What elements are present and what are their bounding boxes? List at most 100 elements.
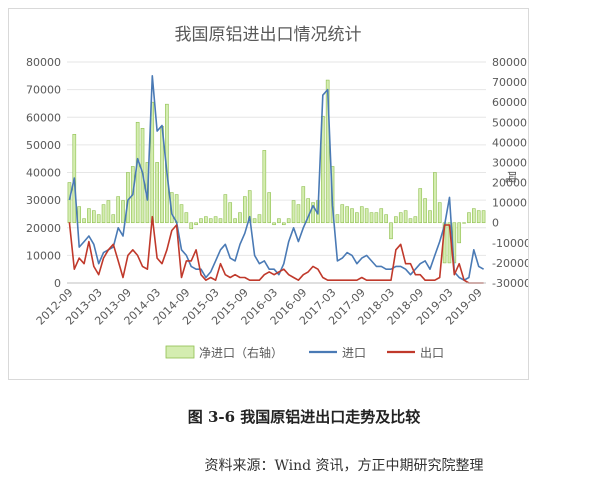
net-import-bar [335,214,340,224]
net-import-bar [87,208,91,224]
net-import-bar [296,204,301,224]
net-import-bar [126,172,130,224]
figure-source: 资料来源：Wind 资讯，方正中期研究院整理 [204,458,484,474]
left-tick-label: 50000 [26,139,61,152]
right-tick-label: 30000 [492,156,527,169]
net-import-bar [208,218,213,224]
chart-svg: 我国原铝进出口情况统计 0 10000 20000 30000 40000 50000 60… [26,25,528,360]
net-import-bar [374,212,379,224]
net-import-bar [96,214,101,224]
right-tick-label: 50000 [492,116,527,129]
import-line [68,75,484,281]
net-import-bar [67,182,72,224]
right-tick-label: 10000 [492,197,527,210]
net-import-bar [320,115,325,224]
net-import-bar [252,218,257,224]
net-import-bar [194,222,198,226]
net-import-bar [384,214,388,224]
net-import-bar [91,210,96,224]
left-tick-label: 60000 [26,111,61,124]
net-import-bar [106,200,111,224]
net-import-bar [462,222,466,224]
net-import-bar [394,216,398,224]
net-import-bar [418,188,423,224]
figure-title: 图 3-6 我国原铝进出口走势及比较 [187,408,421,426]
axis-layer: 0 10000 20000 30000 40000 50000 60000 70000 8000… [26,56,528,328]
net-import-bar [82,218,86,224]
net-import-bar [423,198,427,224]
net-import-bar [189,222,194,230]
net-import-bar [233,218,237,224]
right-tick-label: 0 [492,217,499,230]
net-import-bar [359,206,364,224]
net-import-bar [301,186,306,224]
net-import-bar [413,216,418,224]
net-import-bar [306,198,310,224]
net-import-bars [67,79,486,264]
net-import-bar [238,212,242,224]
right-tick-label: 80000 [492,56,527,69]
net-import-bar [325,79,330,224]
right-tick-label: -10000 [492,237,528,250]
net-import-bar [179,204,184,224]
legend-net-import-swatch [165,345,195,359]
net-import-bar [291,200,296,224]
net-import-bar [204,216,208,224]
net-import-bar [223,194,228,224]
net-import-bar [213,216,218,224]
net-import-bar [476,210,481,224]
left-tick-label: 70000 [26,84,61,97]
export-line [68,215,484,284]
net-import-bar [472,208,476,224]
net-import-bar [379,208,384,224]
net-import-bar [155,162,159,224]
net-import-bar [199,218,203,224]
legend: 净进口（右轴） 进口 出口 [165,345,444,360]
net-import-bar [369,212,374,224]
left-tick-label: 30000 [26,194,61,207]
right-tick-label: -20000 [492,257,528,270]
net-import-bar [281,222,286,226]
net-import-bar [350,208,354,224]
left-tick-label: 10000 [26,249,61,262]
net-import-bar [311,202,315,224]
net-import-bar [262,150,267,224]
net-import-bar [286,218,291,224]
right-tick-label: -30000 [492,277,528,290]
net-import-bar [437,202,442,224]
net-import-bar [457,222,462,244]
net-import-bar [408,218,413,224]
legend-export-label: 出口 [420,346,444,360]
net-import-bar [467,212,471,224]
net-import-bar [355,212,359,224]
right-tick-label: 70000 [492,76,527,89]
net-import-bar [111,214,116,224]
left-tick-label: 40000 [26,167,61,180]
net-import-bar [218,218,223,224]
net-import-bar [174,194,179,224]
net-import-bar [184,212,189,224]
right-axis-label: 吨 [504,171,518,183]
net-import-bar [243,196,247,224]
net-import-bar [364,208,369,224]
right-tick-label: 40000 [492,136,527,149]
net-import-bar [340,204,345,224]
chart-frame: 我国原铝进出口情况统计 0 10000 20000 30000 40000 50000 60… [8,8,529,380]
left-tick-label: 20000 [26,222,61,235]
legend-import-label: 进口 [342,346,366,360]
net-import-bar [277,218,281,224]
line-layer [68,75,484,284]
net-import-bar [121,200,125,224]
legend-net-import-label: 净进口（右轴） [199,345,283,360]
left-tick-label: 0 [54,277,61,290]
left-tick-label: 80000 [26,56,61,69]
net-import-bar [345,206,349,224]
net-import-bar [101,204,106,224]
right-tick-label: 60000 [492,96,527,109]
net-import-bar [116,196,120,224]
net-import-bar [481,210,486,224]
chart-title: 我国原铝进出口情况统计 [175,25,362,45]
net-import-bar [389,222,393,240]
net-import-bar [403,210,408,224]
net-import-bar [77,206,81,224]
